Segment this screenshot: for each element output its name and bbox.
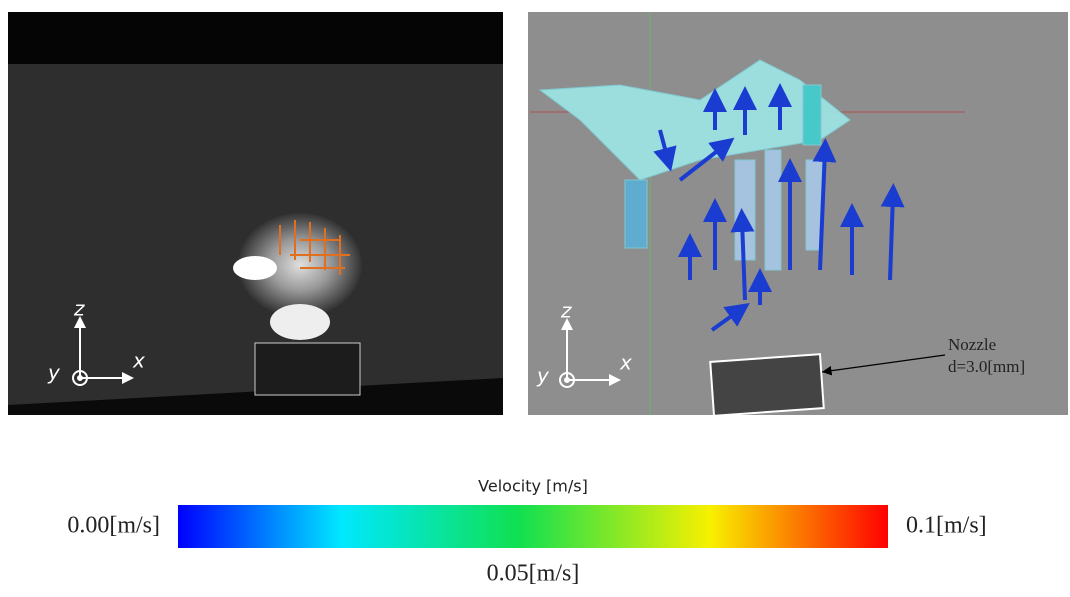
render-background	[528, 12, 1068, 415]
annotation: Nozzle	[948, 335, 996, 354]
annotation: d=3.0[mm]	[948, 357, 1025, 376]
axis-label: y	[536, 364, 550, 388]
axis-label: x	[132, 349, 145, 373]
highlight	[270, 304, 330, 340]
colorbar-label: 0.00[m/s]	[67, 513, 160, 539]
nozzle	[710, 354, 823, 416]
nozzle	[255, 343, 360, 395]
figure: z y x	[0, 0, 1070, 597]
colorbar: Velocity [m/s] 0.00[m/s] 0.05[m/s] 0.1[m…	[67, 477, 986, 587]
right-panel: Nozzle d=3.0[mm] z y x	[528, 12, 1068, 416]
photo-top-band	[8, 12, 503, 64]
colorbar-label: 0.05[m/s]	[487, 561, 580, 587]
highlight	[233, 256, 277, 280]
colorbar-gradient	[178, 505, 888, 548]
left-panel: z y x	[8, 12, 503, 415]
axis-label: z	[560, 299, 572, 323]
axis-label: z	[73, 297, 85, 321]
colorbar-label: 0.1[m/s]	[906, 513, 987, 539]
axis-label: y	[47, 361, 61, 385]
colorbar-title: Velocity [m/s]	[478, 477, 588, 496]
axis-label: x	[619, 351, 632, 375]
